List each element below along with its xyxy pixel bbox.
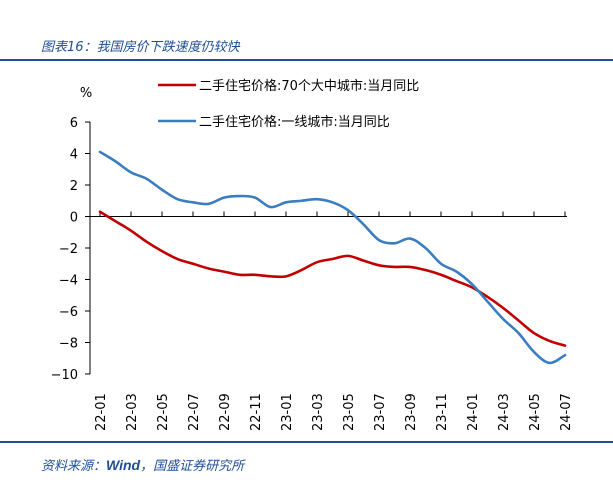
- x-tick-label: 24-03: [497, 393, 512, 431]
- x-tick-label: 22-01: [94, 393, 109, 431]
- x-tick-label: 22-09: [218, 393, 233, 431]
- y-tick-label: −10: [51, 368, 78, 383]
- x-tick-label: 24-01: [466, 393, 481, 431]
- source-note: 资料来源：Wind，国盛证券研究所: [41, 455, 244, 474]
- x-tick-label: 24-07: [559, 393, 574, 431]
- y-tick-label: 2: [70, 179, 78, 194]
- y-tick-label: −2: [59, 242, 78, 257]
- series-line-2: [98, 150, 567, 365]
- x-tick-label: 23-11: [435, 393, 450, 431]
- x-tick-label: 23-03: [311, 393, 326, 431]
- chart-axes: −10 −8 −6 −4 −2 0 2 4 6% 22-01 22-03 22-05 22-07 22-0…: [51, 86, 574, 431]
- y-tick-label: −6: [59, 305, 78, 320]
- y-tick-label: 6: [70, 116, 78, 131]
- x-tick-label: 22-05: [156, 393, 171, 431]
- x-tick-label: 23-09: [404, 393, 419, 431]
- y-axis-unit: %: [80, 86, 92, 101]
- series-line-1: [98, 210, 567, 347]
- source-suffix: ，国盛证券研究所: [140, 459, 245, 474]
- bottom-rule: [0, 441, 613, 443]
- top-rule: [0, 59, 613, 61]
- x-tick-label: 23-05: [342, 393, 357, 431]
- y-tick-label: −4: [59, 274, 78, 289]
- x-tick-label: 22-07: [187, 393, 202, 431]
- source-prefix: 资料来源：: [41, 459, 107, 474]
- figure-title: 图表16：我国房价下跌速度仍较快: [41, 40, 240, 55]
- source-wind: Wind: [106, 457, 141, 473]
- y-tick-label: 4: [70, 148, 78, 163]
- x-tick-label: 24-05: [528, 393, 543, 431]
- x-tick-label: 23-07: [373, 393, 388, 431]
- y-tick-label: 0: [70, 211, 78, 226]
- legend-label-1: 二手住宅价格:70个大中城市:当月同比: [199, 78, 419, 94]
- chart-series: [98, 150, 567, 365]
- x-tick-label: 22-11: [249, 393, 264, 431]
- x-tick-label: 22-03: [125, 393, 140, 431]
- y-tick-label: −8: [59, 337, 78, 352]
- legend-label-2: 二手住宅价格:一线城市:当月同比: [199, 114, 390, 130]
- x-tick-label: 23-01: [280, 393, 295, 431]
